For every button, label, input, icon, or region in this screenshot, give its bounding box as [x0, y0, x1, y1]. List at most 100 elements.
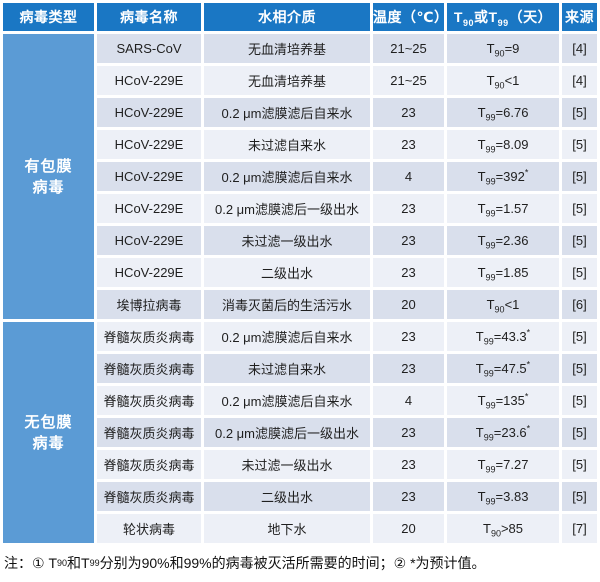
- table-row: HCoV-229E 0.2 μm滤膜滤后自来水 23 T99=6.76 [5]: [3, 98, 597, 127]
- source-cell: [5]: [562, 322, 597, 351]
- source-cell: [4]: [562, 66, 597, 95]
- t-value-prefix: T: [477, 393, 486, 408]
- t-value-number: >85: [500, 521, 524, 536]
- t-value-prefix: T: [477, 137, 486, 152]
- table-row: 脊髓灰质炎病毒 0.2 μm滤膜滤后自来水 4 T99=135* [5]: [3, 386, 597, 415]
- table-row: 轮状病毒 地下水 20 T90>85 [7]: [3, 514, 597, 543]
- water-medium-cell: 0.2 μm滤膜滤后自来水: [204, 386, 370, 415]
- table-row: HCoV-229E 未过滤自来水 23 T99=8.09 [5]: [3, 130, 597, 159]
- t-value-cell: T99=7.27: [447, 450, 559, 479]
- col-header-water-medium: 水相介质: [204, 3, 370, 31]
- table-row: 无包膜 病毒 脊髓灰质炎病毒 0.2 μm滤膜滤后自来水 23 T99=43.3*…: [3, 322, 597, 543]
- table-row: 脊髓灰质炎病毒 0.2 μm滤膜滤后一级出水 23 T99=23.6* [5]: [3, 418, 597, 447]
- t-value-subscript: 99: [485, 144, 496, 155]
- col-header-temperature: 温度（℃）: [373, 3, 448, 31]
- source-cell: [5]: [562, 386, 597, 415]
- t-value-prefix: T: [477, 105, 486, 120]
- t-value-prefix: T: [477, 457, 486, 472]
- t-value-number: =7.27: [495, 457, 529, 472]
- water-medium-cell: 未过滤自来水: [204, 354, 370, 383]
- t-value-cell: T99=2.36: [447, 226, 559, 255]
- t-header-sub-90: 90: [462, 17, 474, 28]
- t-value-cell: T99=135*: [447, 386, 559, 415]
- source-cell: [5]: [562, 418, 597, 447]
- water-medium-cell: 未过滤自来水: [204, 130, 370, 159]
- t-value-cell: T90>85: [447, 514, 559, 543]
- t-value-cell: T99=8.09: [447, 130, 559, 159]
- source-cell: [7]: [562, 514, 597, 543]
- source-cell: [6]: [562, 290, 597, 319]
- temperature-cell: 23: [373, 194, 444, 223]
- temperature-cell: 23: [373, 482, 444, 511]
- virus-name-cell: 脊髓灰质炎病毒: [97, 450, 201, 479]
- virus-name-cell: 埃博拉病毒: [97, 290, 201, 319]
- t-value-number: =135: [495, 393, 525, 408]
- t-value-prefix: T: [486, 73, 495, 88]
- virus-name-cell: 脊髓灰质炎病毒: [97, 354, 201, 383]
- footnote-text: 和T: [67, 554, 90, 571]
- virus-type-group-cell: 有包膜 病毒: [3, 34, 94, 319]
- water-medium-cell: 地下水: [204, 514, 370, 543]
- temperature-cell: 4: [373, 386, 444, 415]
- table-row: 脊髓灰质炎病毒 二级出水 23 T99=3.83 [5]: [3, 482, 597, 511]
- temperature-cell: 23: [373, 226, 444, 255]
- t-header-sub-99: 99: [497, 17, 509, 28]
- estimate-star: *: [526, 423, 531, 434]
- water-medium-cell: 消毒灭菌后的生活污水: [204, 290, 370, 319]
- water-medium-cell: 未过滤一级出水: [204, 450, 370, 479]
- t-value-number: =23.6: [493, 425, 527, 440]
- source-cell: [5]: [562, 482, 597, 511]
- t-value-number: =1.85: [495, 265, 529, 280]
- footnote: 注：① T 90 和T 99 分别为90%和99%的病毒被灭活所需要的时间；② *为预计…: [0, 546, 600, 579]
- t-value-subscript: 90: [490, 528, 501, 539]
- water-medium-cell: 0.2 μm滤膜滤后自来水: [204, 322, 370, 351]
- temperature-cell: 21~25: [373, 66, 444, 95]
- t-value-number: =6.76: [495, 105, 529, 120]
- t-value-number: =2.36: [495, 233, 529, 248]
- temperature-cell: 23: [373, 130, 444, 159]
- t-value-subscript: 90: [494, 304, 505, 315]
- t-value-subscript: 99: [483, 432, 494, 443]
- source-cell: [5]: [562, 450, 597, 479]
- table-row: HCoV-229E 0.2 μm滤膜滤后一级出水 23 T99=1.57 [5]: [3, 194, 597, 223]
- t-value-prefix: T: [477, 169, 486, 184]
- t-value-cell: T99=392*: [447, 162, 559, 191]
- t-value-subscript: 99: [483, 368, 494, 379]
- water-medium-cell: 0.2 μm滤膜滤后自来水: [204, 162, 370, 191]
- t-value-prefix: T: [475, 329, 484, 344]
- source-cell: [5]: [562, 226, 597, 255]
- t-value-subscript: 99: [485, 400, 496, 411]
- temperature-cell: 23: [373, 98, 444, 127]
- t-value-number: =392: [495, 169, 525, 184]
- t-value-cell: T90=9: [447, 34, 559, 63]
- virus-name-cell: HCoV-229E: [97, 98, 201, 127]
- footnote-text: 注：① T: [4, 554, 57, 571]
- t-header-text: （天）: [508, 9, 553, 25]
- estimate-star: *: [526, 327, 531, 338]
- source-cell: [5]: [562, 162, 597, 191]
- estimate-star: *: [524, 167, 529, 178]
- t-value-cell: T99=23.6*: [447, 418, 559, 447]
- t-value-cell: T99=1.57: [447, 194, 559, 223]
- footnote-text: 分别为90%和99%的病毒被灭活所需要的时间；② *为预计值。: [99, 554, 486, 571]
- water-medium-cell: 0.2 μm滤膜滤后一级出水: [204, 418, 370, 447]
- temperature-cell: 4: [373, 162, 444, 191]
- t-value-number: =1.57: [495, 201, 529, 216]
- table-row: HCoV-229E 0.2 μm滤膜滤后自来水 4 T99=392* [5]: [3, 162, 597, 191]
- water-medium-cell: 二级出水: [204, 258, 370, 287]
- temperature-cell: 23: [373, 354, 444, 383]
- water-medium-cell: 无血清培养基: [204, 34, 370, 63]
- virus-name-cell: 轮状病毒: [97, 514, 201, 543]
- col-header-source: 来源: [562, 3, 597, 31]
- table-row: 脊髓灰质炎病毒 未过滤自来水 23 T99=47.5* [5]: [3, 354, 597, 383]
- t-value-subscript: 99: [485, 464, 496, 475]
- header-row: 病毒类型 病毒名称 水相介质 温度（℃） T90或T99（天） 来源: [3, 3, 597, 31]
- t-value-prefix: T: [486, 41, 495, 56]
- t-value-cell: T99=1.85: [447, 258, 559, 287]
- col-header-virus-name: 病毒名称: [97, 3, 201, 31]
- table-row: HCoV-229E 无血清培养基 21~25 T90<1 [4]: [3, 66, 597, 95]
- table-row: HCoV-229E 未过滤一级出水 23 T99=2.36 [5]: [3, 226, 597, 255]
- virus-name-cell: HCoV-229E: [97, 162, 201, 191]
- t-header-text: 或T: [474, 9, 498, 25]
- virus-name-cell: HCoV-229E: [97, 66, 201, 95]
